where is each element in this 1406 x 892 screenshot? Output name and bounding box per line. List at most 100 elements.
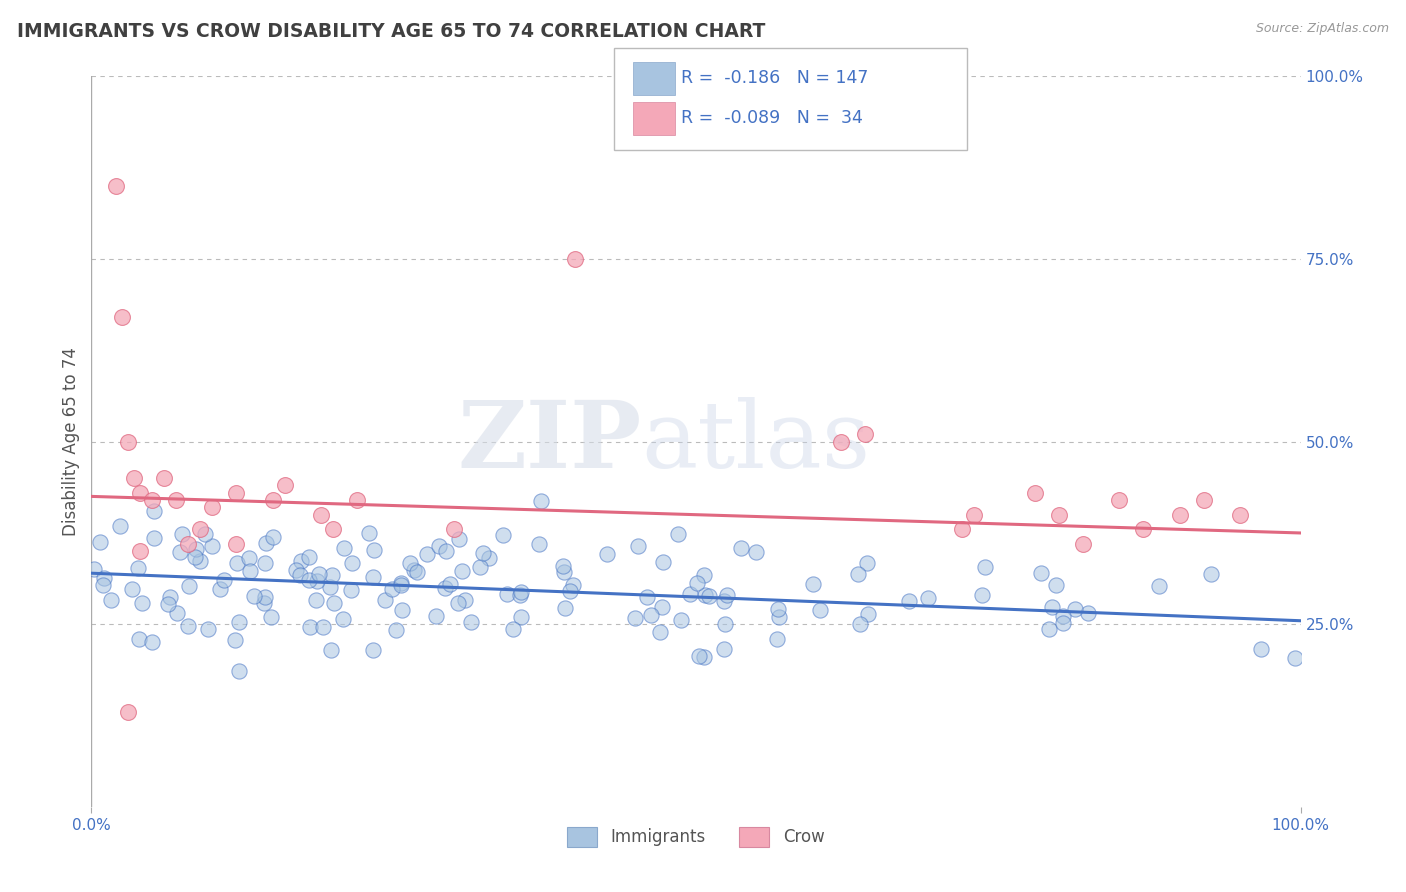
Point bbox=[688, 649, 710, 664]
Point bbox=[454, 593, 477, 607]
Point bbox=[471, 546, 494, 560]
Point bbox=[529, 537, 551, 551]
Point bbox=[562, 578, 585, 592]
Point bbox=[716, 588, 738, 602]
Point bbox=[212, 574, 235, 588]
Point bbox=[184, 549, 207, 564]
Point bbox=[259, 610, 281, 624]
Point bbox=[970, 588, 993, 602]
Point bbox=[121, 582, 143, 596]
Point bbox=[319, 580, 342, 594]
Point bbox=[239, 565, 262, 579]
Point bbox=[274, 478, 297, 492]
Point bbox=[623, 611, 645, 625]
Point bbox=[363, 642, 385, 657]
Point bbox=[427, 539, 450, 553]
Point bbox=[530, 493, 553, 508]
Point bbox=[111, 310, 132, 325]
Point bbox=[201, 500, 224, 515]
Point bbox=[177, 619, 200, 633]
Point bbox=[194, 527, 217, 541]
Point bbox=[226, 557, 249, 571]
Point bbox=[640, 607, 662, 622]
Point bbox=[596, 547, 619, 561]
Point bbox=[406, 565, 429, 579]
Point bbox=[122, 471, 145, 485]
Point bbox=[848, 617, 870, 632]
Point bbox=[1168, 508, 1191, 522]
Point bbox=[1042, 600, 1064, 615]
Point bbox=[399, 557, 422, 571]
Point bbox=[340, 556, 363, 570]
Point bbox=[228, 664, 250, 678]
Point bbox=[679, 587, 702, 601]
Point bbox=[159, 590, 181, 604]
Point bbox=[308, 566, 330, 581]
Point bbox=[228, 615, 250, 630]
Point bbox=[312, 620, 335, 634]
Point bbox=[188, 554, 211, 568]
Point bbox=[855, 556, 877, 570]
Point bbox=[502, 622, 524, 636]
Point bbox=[143, 531, 166, 545]
Point bbox=[380, 582, 402, 596]
Point bbox=[1064, 601, 1087, 615]
Point bbox=[1229, 508, 1251, 522]
Point bbox=[127, 560, 149, 574]
Point bbox=[830, 434, 852, 449]
Point bbox=[333, 541, 356, 555]
Point bbox=[564, 252, 586, 266]
Point bbox=[713, 641, 735, 656]
Point bbox=[288, 568, 311, 582]
Point bbox=[897, 593, 920, 607]
Point bbox=[253, 596, 276, 610]
Point bbox=[128, 544, 150, 558]
Point bbox=[685, 575, 707, 590]
Point bbox=[188, 522, 211, 536]
Point bbox=[83, 562, 105, 576]
Point bbox=[254, 536, 277, 550]
Point bbox=[1149, 579, 1171, 593]
Point bbox=[1192, 493, 1215, 508]
Point bbox=[361, 570, 384, 584]
Point bbox=[509, 610, 531, 624]
Point bbox=[153, 471, 176, 485]
Point bbox=[447, 532, 470, 546]
Point bbox=[1108, 493, 1130, 508]
Point bbox=[298, 574, 321, 588]
Point bbox=[651, 555, 673, 569]
Point bbox=[1038, 622, 1060, 636]
Point bbox=[290, 554, 312, 568]
Text: IMMIGRANTS VS CROW DISABILITY AGE 65 TO 74 CORRELATION CHART: IMMIGRANTS VS CROW DISABILITY AGE 65 TO … bbox=[17, 22, 765, 41]
Point bbox=[89, 535, 111, 549]
Point bbox=[560, 583, 582, 598]
Point bbox=[322, 596, 344, 610]
Point bbox=[1047, 508, 1070, 522]
Y-axis label: Disability Age 65 to 74: Disability Age 65 to 74 bbox=[62, 347, 80, 536]
Point bbox=[468, 560, 491, 574]
Point bbox=[143, 504, 166, 518]
Point bbox=[299, 620, 322, 634]
Point bbox=[253, 557, 276, 571]
Point bbox=[460, 615, 482, 630]
Text: R =  -0.186   N = 147: R = -0.186 N = 147 bbox=[681, 70, 868, 87]
Point bbox=[186, 541, 208, 556]
Point bbox=[100, 592, 122, 607]
Point bbox=[131, 596, 153, 610]
Point bbox=[201, 539, 224, 553]
Point bbox=[224, 632, 246, 647]
Point bbox=[434, 581, 457, 595]
Text: Source: ZipAtlas.com: Source: ZipAtlas.com bbox=[1256, 22, 1389, 36]
Point bbox=[801, 577, 824, 591]
Point bbox=[298, 549, 321, 564]
Point bbox=[765, 632, 787, 647]
Point bbox=[340, 582, 363, 597]
Point bbox=[238, 551, 260, 566]
Point bbox=[509, 585, 531, 599]
Point bbox=[284, 563, 307, 577]
Point bbox=[309, 508, 332, 522]
Point bbox=[439, 577, 461, 591]
Point bbox=[1077, 606, 1099, 620]
Point bbox=[374, 593, 396, 607]
Point bbox=[856, 607, 879, 621]
